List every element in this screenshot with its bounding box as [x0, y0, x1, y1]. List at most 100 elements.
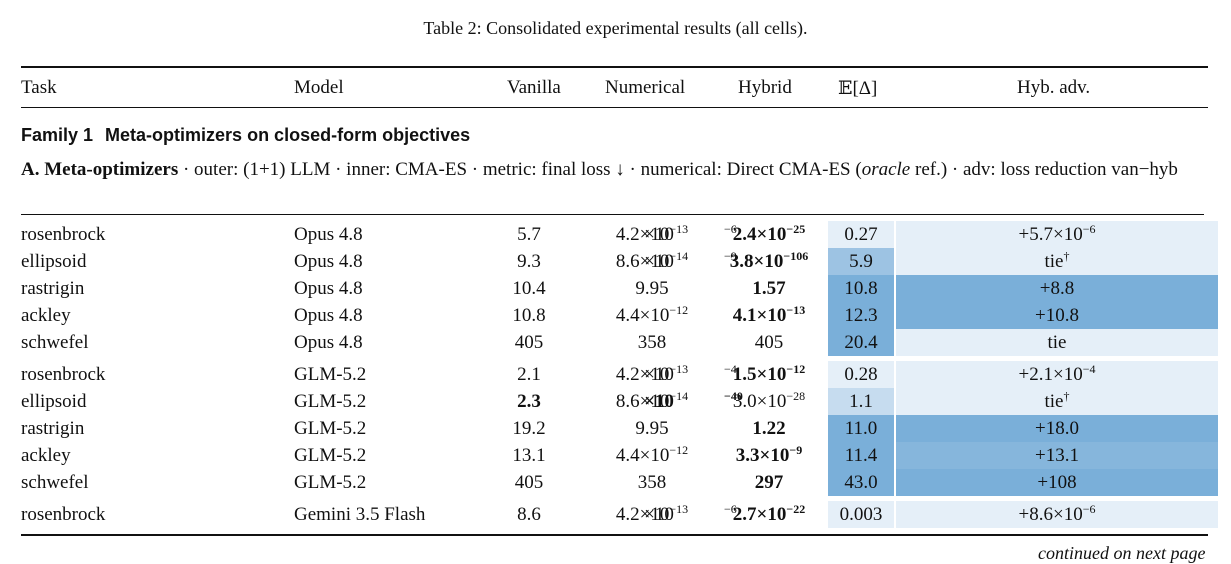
- hybrid-cell: 1.22: [710, 415, 828, 442]
- value: 19.2: [512, 417, 546, 439]
- advantage-value: +10.8: [1035, 304, 1079, 326]
- task-cell: rastrigin: [21, 277, 85, 299]
- vanilla-value: 5.7 ×10 −6: [464, 223, 737, 246]
- model-cell: GLM-5.2: [294, 444, 367, 466]
- advantage-cell: tie†: [896, 388, 1218, 415]
- mantissa: 3.0: [732, 390, 757, 412]
- task-cell: rosenbrock: [21, 363, 106, 385]
- times-ten: ×10: [639, 363, 670, 385]
- mantissa: 4.4: [615, 304, 640, 326]
- advantage-cell: tie: [896, 329, 1218, 356]
- mantissa: 8.6: [615, 250, 640, 272]
- table-row: ellipsoid Opus 4.8 9.3 ×10 −9 8.6×10−14 3.8×10…: [21, 248, 1218, 275]
- header-hybrid: Hybrid: [738, 77, 792, 98]
- value: 405: [514, 471, 544, 493]
- times-ten: ×10: [756, 304, 787, 326]
- hybrid-cell: 405: [710, 329, 828, 356]
- expectation-cell: 12.3: [828, 302, 896, 329]
- table-row: rastrigin GLM-5.2 19.2 9.95 1.22 11.0 +18.0: [21, 415, 1218, 442]
- advantage-value: tie: [1044, 390, 1064, 412]
- table-row: schwefel Opus 4.8 405 358 405 20.4 tie: [21, 329, 1218, 356]
- section-label: A. Meta-optimizers: [21, 159, 179, 180]
- section-oracle: oracle: [861, 159, 911, 180]
- vanilla-value: 405: [464, 332, 594, 354]
- hybrid-cell: 3.3×10−9: [710, 442, 828, 469]
- hybrid-cell: 2.7×10−22: [710, 501, 828, 528]
- value: 405: [514, 331, 544, 353]
- task-cell: ellipsoid: [21, 390, 87, 412]
- times-ten: ×10: [753, 250, 784, 272]
- task-cell: schwefel: [21, 331, 89, 353]
- vanilla-value: 19.2: [464, 418, 594, 440]
- mantissa: 4.2: [615, 503, 640, 525]
- value: 13.1: [512, 444, 546, 466]
- vanilla-value: 8.6 ×10 −6: [464, 503, 737, 526]
- exponent: −4: [724, 361, 737, 376]
- vanilla-cell: 2.1 ×10 −4: [452, 361, 737, 388]
- vanilla-value: 10.4: [464, 278, 594, 300]
- expectation-cell: 0.28: [828, 361, 896, 388]
- table-row: ellipsoid GLM-5.2 2.3 ×10 −40 8.6×10−14 3.0×10…: [21, 388, 1218, 415]
- times-ten: ×10: [644, 363, 674, 385]
- advantage-cell: +18.0: [896, 415, 1218, 442]
- exponent: −6: [724, 501, 737, 516]
- expectation-cell: 20.4: [828, 329, 896, 356]
- exponent: −13: [669, 221, 689, 236]
- model-cell: Opus 4.8: [294, 250, 363, 272]
- vanilla-cell: 5.7 ×10 −6: [452, 221, 737, 248]
- times-ten: ×10: [639, 304, 670, 326]
- task-cell: ellipsoid: [21, 250, 87, 272]
- times-ten: ×10: [1052, 223, 1083, 245]
- expectation-cell: 10.8: [828, 275, 896, 302]
- task-cell: schwefel: [21, 471, 89, 493]
- exponent: −25: [786, 221, 806, 236]
- exponent: −13: [669, 501, 689, 516]
- vanilla-value: 2.1 ×10 −4: [464, 363, 737, 386]
- table-row: rosenbrock GLM-5.2 2.1 ×10 −4 4.2×10−13 1.5×10…: [21, 361, 1218, 388]
- vanilla-cell: 2.3 ×10 −40: [452, 388, 743, 415]
- hybrid-cell: 297: [710, 469, 828, 496]
- numerical-cell: 358: [594, 329, 710, 356]
- advantage-sign: +: [1018, 503, 1030, 525]
- exponent: −12: [669, 302, 689, 317]
- value: 9.95: [635, 417, 669, 439]
- times-ten: ×10: [756, 390, 787, 412]
- times-ten: ×10: [644, 250, 674, 272]
- value: 9.95: [635, 277, 669, 299]
- vanilla-cell: 405: [452, 329, 594, 356]
- dagger-mark: †: [1063, 388, 1070, 403]
- numerical-cell: 4.2×10−13: [594, 361, 710, 388]
- continued-note: continued on next page: [1038, 543, 1206, 563]
- mantissa: 9.3: [517, 250, 541, 272]
- vanilla-cell: 10.4: [452, 275, 594, 302]
- results-table: rosenbrock Opus 4.8 5.7 ×10 −6 4.2×10−13 2.4×1…: [21, 221, 1218, 528]
- mantissa: 1.5: [732, 363, 757, 385]
- times-ten: ×10: [1052, 503, 1083, 525]
- mantissa: 8.6: [1029, 503, 1053, 525]
- model-cell: Opus 4.8: [294, 331, 363, 353]
- value: 10.8: [512, 304, 546, 326]
- value: 1.57: [752, 277, 786, 299]
- task-cell: rosenbrock: [21, 223, 106, 245]
- model-cell: Opus 4.8: [294, 223, 363, 245]
- vanilla-value: 13.1: [464, 445, 594, 467]
- model-cell: GLM-5.2: [294, 363, 367, 385]
- exponent: −106: [783, 248, 809, 263]
- exponent: −4: [1082, 361, 1096, 376]
- numerical-cell: 8.6×10−14: [594, 248, 710, 275]
- task-cell: ackley: [21, 444, 71, 466]
- numerical-cell: 9.95: [594, 415, 710, 442]
- section-text-1: · outer: (1+1) LLM · inner: CMA-ES · met…: [178, 159, 862, 180]
- mantissa: 4.1: [732, 304, 757, 326]
- times-ten: ×10: [639, 223, 670, 245]
- mantissa: 5.7: [517, 223, 541, 245]
- mantissa: 3.3: [735, 444, 760, 466]
- expectation-cell: 0.003: [828, 501, 896, 528]
- table-row: schwefel GLM-5.2 405 358 297 43.0 +108: [21, 469, 1218, 496]
- header-rule: [21, 107, 1208, 108]
- vanilla-cell: 19.2: [452, 415, 594, 442]
- value: 297: [754, 471, 784, 493]
- dagger-mark: †: [1063, 248, 1070, 263]
- hybrid-cell: 3.0×10−28: [710, 388, 828, 415]
- header-model: Model: [294, 77, 344, 98]
